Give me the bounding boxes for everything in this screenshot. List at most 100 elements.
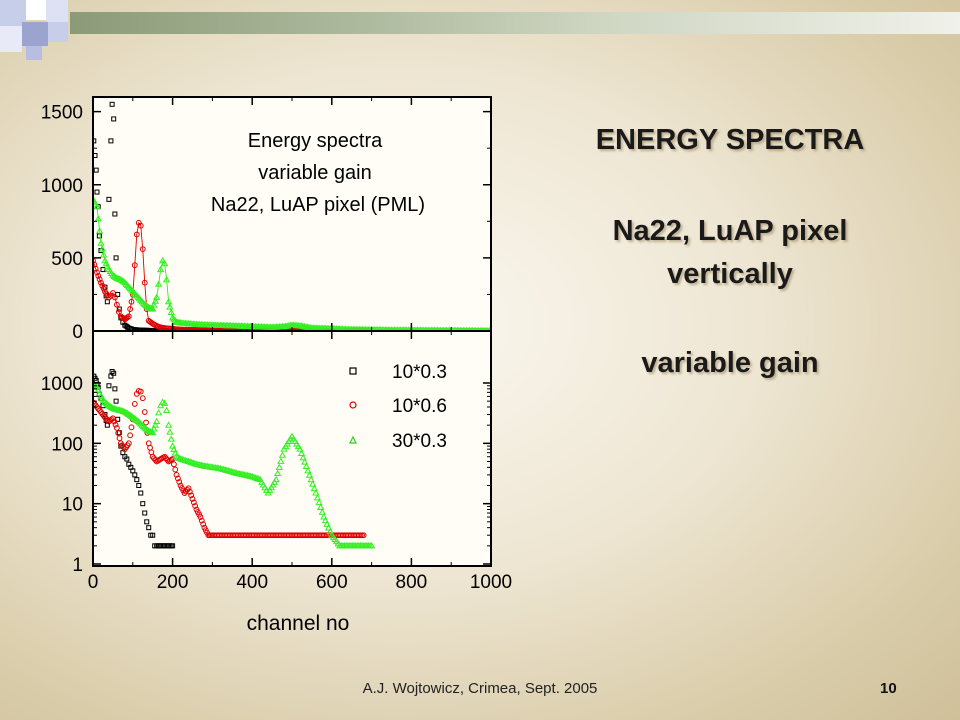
top-series-3-point — [156, 265, 165, 273]
deco-square-1 — [0, 0, 26, 26]
top-series-1-point — [108, 138, 114, 144]
bottom-series-3-point — [122, 409, 130, 416]
bottom-series-2-point — [189, 495, 196, 502]
bottom-series-3-point — [320, 513, 328, 520]
bottom-series-3-point — [248, 472, 256, 480]
top-series-3-point — [95, 227, 104, 234]
legend-marker-3 — [349, 435, 357, 444]
x-tick-label: 200 — [157, 572, 189, 593]
top-series-2-line — [93, 221, 372, 331]
bottom-series-3-point — [272, 475, 280, 483]
top-series-3-point — [110, 272, 118, 279]
top-y-tick-label: 500 — [51, 249, 83, 270]
top-series-3-point — [167, 308, 175, 315]
top-series-2-point — [131, 262, 138, 269]
annotation-line-1: Energy spectra — [248, 130, 383, 152]
bottom-y-tick-label: 100 — [51, 434, 83, 455]
top-series-1-point — [115, 291, 121, 297]
bottom-series-3-point — [107, 403, 116, 410]
legend-label-2: 10*0.6 — [392, 396, 447, 417]
top-series-2-point — [96, 276, 103, 283]
top-y-tick-label: 0 — [72, 322, 83, 343]
top-series-1-point — [100, 267, 106, 273]
top-series-2-point — [113, 301, 120, 308]
bottom-y-tick-label: 1000 — [41, 374, 83, 395]
bottom-series-3-point — [143, 426, 152, 433]
bottom-series-3-point — [315, 498, 323, 506]
bottom-series-3-point — [188, 458, 196, 466]
bottom-series-3-point — [149, 428, 157, 436]
slide-subtitle-line-3: variable gain — [641, 347, 819, 379]
top-series-2-point — [139, 246, 146, 253]
top-series-3-point — [109, 271, 117, 278]
bottom-series-3-point — [121, 408, 129, 415]
bottom-y-tick-label: 10 — [62, 495, 83, 516]
bottom-series-2-point — [173, 471, 180, 478]
bottom-series-3-point — [250, 473, 258, 480]
bottom-series-3-point — [313, 494, 322, 501]
bottom-series-3-point — [131, 415, 140, 422]
bottom-series-3-point — [304, 467, 312, 474]
top-series-3-point — [119, 277, 128, 285]
bottom-series-3-point — [172, 452, 181, 460]
top-series-2-point — [127, 306, 134, 312]
deco-square-5 — [22, 22, 48, 46]
bottom-series-2-point — [171, 461, 177, 468]
top-series-2-point — [100, 285, 107, 292]
bottom-series-3-point — [184, 457, 193, 464]
bottom-series-3-point — [254, 475, 263, 482]
bottom-series-3-point — [171, 449, 179, 456]
top-series-3-point — [164, 297, 173, 305]
bottom-series-3-point — [191, 459, 199, 467]
bottom-series-3-point — [147, 428, 156, 435]
bottom-series-3-point — [151, 421, 160, 428]
top-panel-annotation: Energy spectra variable gain Na22, LuAP … — [211, 130, 425, 216]
top-series-1-point — [93, 167, 99, 173]
top-series-1-point — [106, 196, 112, 202]
top-series-3-point — [153, 293, 161, 300]
bottom-series-2-point — [125, 440, 132, 447]
legend: 10*0.3 10*0.6 30*0.3 — [349, 362, 447, 452]
legend-label-1: 10*0.3 — [392, 362, 447, 383]
bottom-series-2-point — [197, 514, 204, 520]
bottom-series-3-point — [154, 409, 163, 416]
x-tick-label: 800 — [396, 572, 428, 593]
bottom-series-1-point — [108, 373, 114, 379]
bottom-series-3-point — [251, 474, 260, 481]
bottom-series-3-point — [153, 417, 161, 425]
bottom-series-3-point — [318, 508, 326, 515]
bottom-series-2-point — [137, 388, 144, 395]
bottom-panel-marks — [93, 369, 376, 549]
bottom-series-2-point — [175, 475, 181, 482]
bottom-series-1-point — [111, 370, 117, 376]
title-stripe — [70, 12, 960, 34]
bottom-series-3-point — [125, 410, 133, 418]
bottom-series-2-point — [128, 424, 135, 431]
top-series-2-point — [120, 315, 127, 322]
bottom-series-2-point — [172, 466, 179, 473]
top-series-1-point — [93, 153, 98, 158]
bottom-series-1-point — [138, 490, 144, 496]
top-series-2-point — [93, 261, 98, 268]
bottom-series-2-point — [104, 417, 111, 424]
bottom-series-1-point — [144, 519, 150, 525]
deco-square-3 — [46, 0, 68, 22]
legend-marker-1 — [349, 367, 357, 375]
bottom-series-1-point — [150, 532, 156, 538]
bottom-series-2-point — [152, 457, 159, 463]
bottom-series-3-point — [316, 503, 325, 510]
bottom-series-2-point — [141, 409, 148, 415]
top-series-3-point — [143, 302, 152, 310]
bottom-series-3-point — [106, 402, 114, 410]
slide-heading: ENERGY SPECTRA — [595, 124, 865, 156]
footer-text: A.J. Wojtowicz, Crimea, Sept. 2005 — [362, 680, 598, 697]
bottom-series-1-point — [136, 483, 142, 489]
annotation-line-2: variable gain — [258, 162, 371, 184]
bottom-series-3-point — [309, 480, 317, 487]
bottom-series-2-point — [93, 399, 96, 406]
top-series-1-point — [94, 189, 100, 195]
bottom-series-3-point — [164, 421, 173, 428]
bottom-series-1-point — [106, 383, 112, 389]
top-series-3-point — [97, 239, 105, 246]
